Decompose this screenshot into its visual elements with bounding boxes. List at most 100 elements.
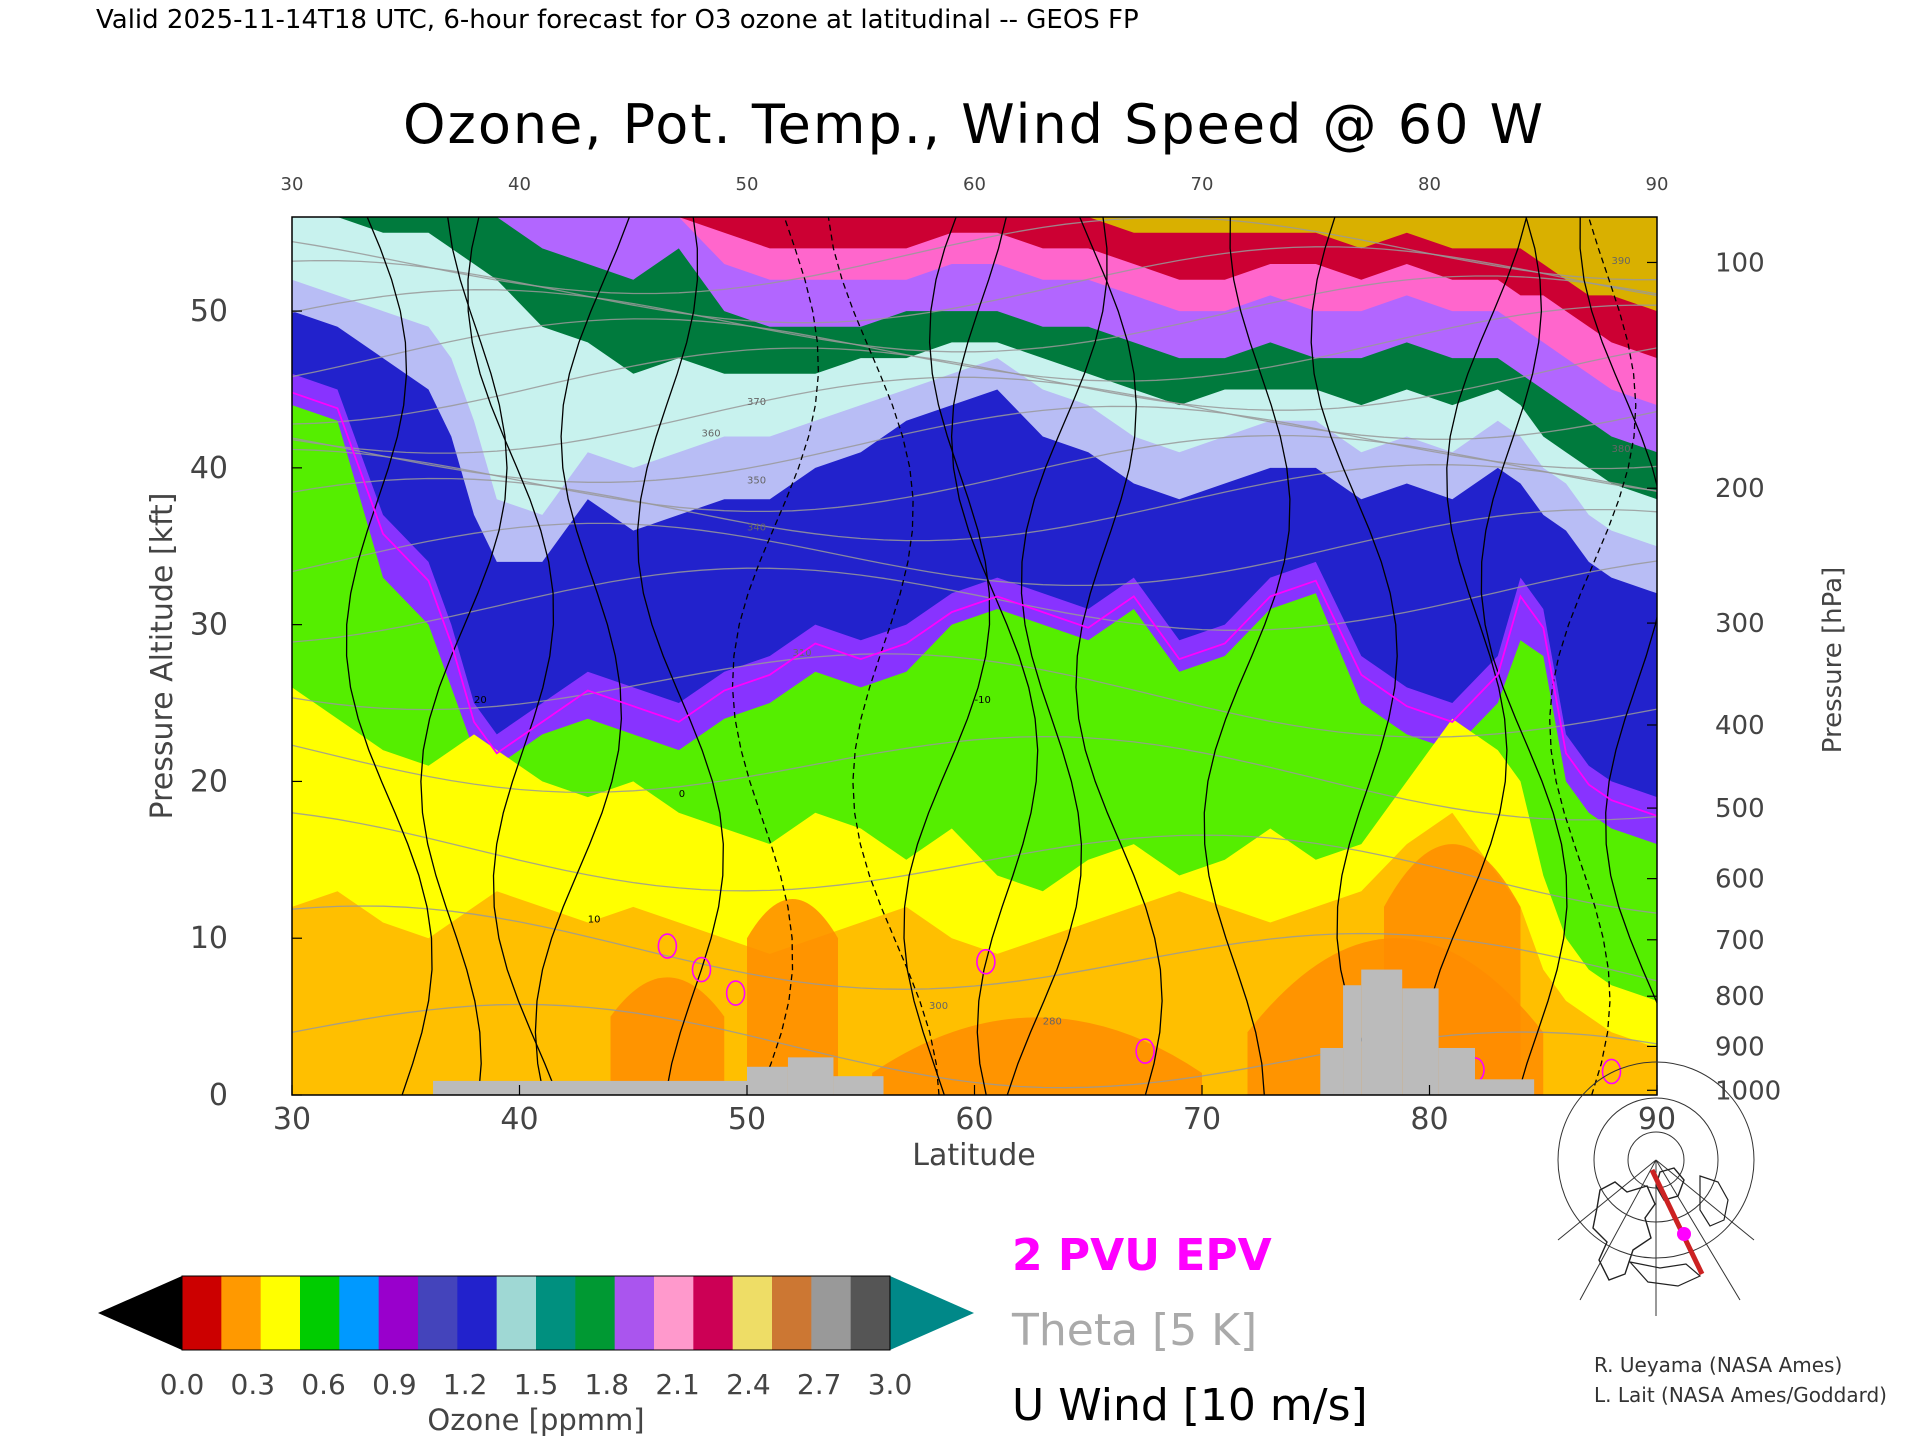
colorbar-under-arrow bbox=[98, 1276, 182, 1350]
y-axis-right: 100 200 300 400 500 600 700 800 900 1000 bbox=[1647, 248, 1781, 1106]
colorbar-frame bbox=[181, 1275, 891, 1351]
x-top-tick-label: 90 bbox=[1646, 174, 1669, 195]
inset-polar-map bbox=[1557, 1061, 1755, 1316]
y-right-tick-label: 800 bbox=[1715, 982, 1765, 1012]
x-tick-label: 90 bbox=[1638, 1102, 1676, 1137]
colorbar-ticks: 0.0 0.3 0.6 0.9 1.2 1.5 1.8 2.1 2.4 2.7 3.0 bbox=[160, 1368, 913, 1401]
wind-contour bbox=[1203, 217, 1291, 1095]
wind-contour bbox=[1579, 217, 1657, 1005]
theta-contour bbox=[292, 405, 1657, 483]
colorbar-segment bbox=[457, 1276, 498, 1350]
y-tick-label: 30 bbox=[190, 608, 228, 643]
theta-contour bbox=[292, 304, 1657, 382]
colorbar-segment bbox=[339, 1276, 380, 1350]
theta-label: 360 bbox=[702, 429, 721, 440]
wind-contour bbox=[345, 217, 433, 1095]
y-right-tick-label: 400 bbox=[1715, 711, 1765, 741]
epv-contour bbox=[1135, 1038, 1155, 1064]
colorbar-segment bbox=[732, 1276, 773, 1350]
y-right-tick-label: 200 bbox=[1715, 474, 1765, 504]
x-top-tick-label: 70 bbox=[1191, 174, 1214, 195]
ozone-bands bbox=[292, 217, 1657, 1095]
x-axis-label: Latitude bbox=[912, 1138, 1035, 1173]
wind-contour bbox=[420, 217, 508, 1095]
wind-contour bbox=[1549, 217, 1637, 1095]
terrain-block bbox=[833, 1076, 884, 1095]
x-tick-label: 50 bbox=[728, 1102, 766, 1137]
y-right-tick-label: 300 bbox=[1715, 609, 1765, 639]
terrain-block bbox=[1320, 1047, 1344, 1095]
terrain-block bbox=[433, 1080, 747, 1095]
colorbar bbox=[98, 1275, 974, 1351]
coastline-greenland bbox=[1655, 1167, 1685, 1201]
theta-contour bbox=[292, 275, 1657, 353]
wind-contour bbox=[1480, 217, 1568, 1095]
colorbar-segment bbox=[575, 1276, 616, 1350]
colorbar-tick-label: 2.1 bbox=[655, 1368, 700, 1401]
theta-contour bbox=[292, 217, 1657, 295]
terrain-block bbox=[1475, 1079, 1535, 1095]
theta-contour bbox=[292, 653, 1657, 738]
terrain-block bbox=[1438, 1047, 1475, 1095]
wind-label: 20 bbox=[474, 695, 487, 706]
y-tick-label: 20 bbox=[190, 764, 228, 799]
wind-contour bbox=[731, 217, 820, 1095]
x-tick-label: 70 bbox=[1183, 1102, 1221, 1137]
y-axis-label-right: Pressure [hPa] bbox=[1818, 567, 1848, 754]
y-tick-label: 50 bbox=[190, 294, 228, 329]
legend-wind: U Wind [10 m/s] bbox=[1012, 1380, 1368, 1431]
colorbar-tick-label: 0.6 bbox=[301, 1368, 346, 1401]
y-tick-label: 10 bbox=[190, 921, 228, 956]
terrain-block bbox=[1343, 985, 1362, 1095]
colorbar-label: Ozone [ppmm] bbox=[427, 1403, 644, 1437]
wind-contour bbox=[534, 217, 631, 1095]
ozone-high-blob bbox=[872, 1017, 1202, 1095]
colorbar-segment bbox=[182, 1276, 222, 1350]
colorbar-tick-label: 1.5 bbox=[514, 1368, 559, 1401]
theta-label: 350 bbox=[747, 476, 766, 487]
colorbar-over-arrow bbox=[890, 1276, 974, 1350]
wind-contour bbox=[950, 217, 1039, 1095]
theta-contour bbox=[292, 376, 1657, 454]
theta-contour bbox=[292, 464, 1657, 542]
wind-contour bbox=[903, 217, 991, 1095]
y-right-tick-label: 100 bbox=[1715, 248, 1765, 278]
x-axis-bottom: 30 40 50 60 70 80 90 bbox=[273, 1085, 1676, 1137]
terrain-block bbox=[747, 1066, 788, 1095]
y-tick-label: 0 bbox=[209, 1078, 228, 1113]
theta-contour bbox=[292, 560, 1657, 643]
coastline-us bbox=[1628, 1261, 1702, 1287]
valid-line: Valid 2025-11-14T18 UTC, 6-hour forecast… bbox=[96, 5, 1139, 35]
epv-contour bbox=[725, 980, 746, 1006]
colorbar-segment bbox=[811, 1276, 852, 1350]
y-right-tick-label: 500 bbox=[1715, 794, 1765, 824]
colorbar-segment bbox=[378, 1276, 419, 1350]
colorbar-tick-label: 2.4 bbox=[726, 1368, 771, 1401]
x-top-tick-label: 30 bbox=[281, 174, 304, 195]
colorbar-segment bbox=[772, 1276, 812, 1350]
epv-contour bbox=[657, 933, 678, 959]
credit-line-2: L. Lait (NASA Ames/Goddard) bbox=[1594, 1383, 1887, 1407]
terrain-block bbox=[1361, 969, 1403, 1095]
colorbar-tick-label: 1.8 bbox=[585, 1368, 630, 1401]
colorbar-tick-label: 3.0 bbox=[868, 1368, 913, 1401]
theta-label: 380 bbox=[1612, 444, 1631, 455]
y-right-tick-label: 1000 bbox=[1715, 1076, 1781, 1106]
terrain bbox=[433, 969, 1535, 1095]
theta-label: 300 bbox=[929, 1001, 948, 1012]
colorbar-segment bbox=[614, 1276, 655, 1350]
theta-contour bbox=[292, 905, 1657, 990]
colorbar-segment bbox=[418, 1276, 458, 1350]
theta-contour bbox=[292, 735, 1657, 821]
colorbar-tick-label: 0.9 bbox=[372, 1368, 417, 1401]
colorbar-segment bbox=[693, 1276, 734, 1350]
wind-contour bbox=[1310, 217, 1398, 1095]
colorbar-segment bbox=[496, 1276, 537, 1350]
y-right-tick-label: 900 bbox=[1715, 1032, 1765, 1062]
theta-contour bbox=[292, 812, 1657, 914]
theta-contour bbox=[292, 347, 1657, 425]
x-tick-label: 30 bbox=[273, 1102, 311, 1137]
x-top-tick-label: 80 bbox=[1418, 174, 1441, 195]
